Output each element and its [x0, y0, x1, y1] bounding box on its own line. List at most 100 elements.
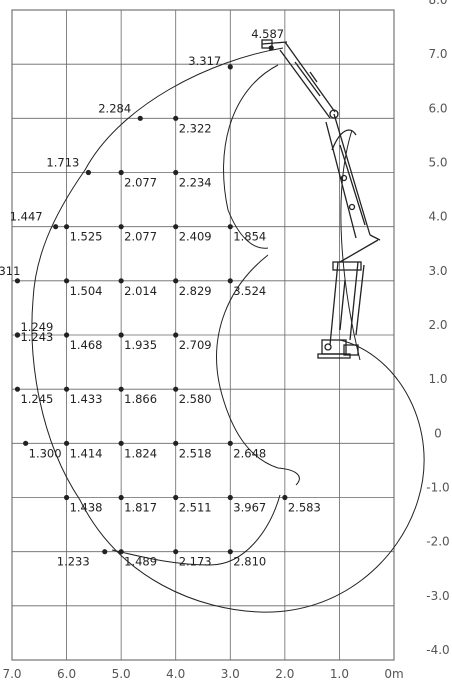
column-inner: [339, 279, 346, 331]
mid-boom-pin: [340, 174, 348, 182]
capacity-point: 3.317: [188, 54, 233, 70]
capacity-marker: [14, 278, 21, 284]
upper-boom-outer: [284, 41, 336, 113]
capacity-point: 2.709: [173, 332, 212, 352]
y-tick-label: 6.0: [428, 101, 447, 115]
capacity-marker: [227, 278, 233, 284]
capacity-point: 1.233: [57, 549, 108, 569]
mid-boom-hose: [331, 129, 357, 151]
x-tick-label: 1.0: [330, 667, 349, 681]
capacity-marker: [63, 332, 70, 338]
y-axis-labels: 8.0 7.0 6.0 5.0 4.0 3.0 2.0 1.0 0 -1.0 -2.0 -3.0 -4.…: [426, 0, 449, 657]
capacity-point: 2.014: [118, 278, 157, 298]
capacity-label: 3.524: [233, 284, 266, 298]
x-tick-label: 5.0: [112, 667, 131, 681]
capacity-marker: [14, 332, 21, 338]
capacity-label: 1.414: [70, 446, 103, 460]
capacity-point: 1.447: [10, 210, 59, 230]
x-tick-label: 6.0: [57, 667, 76, 681]
envelope-inner-curve-right: [340, 129, 361, 361]
capacity-point: 1.935: [118, 332, 157, 352]
capacity-point: 2.511: [173, 494, 212, 515]
envelope-outer-curve: [31, 47, 425, 613]
capacity-marker: [118, 440, 124, 446]
capacity-marker: [118, 169, 124, 176]
y-tick-label: -2.0: [426, 535, 449, 549]
crane-base-housing: [343, 344, 359, 356]
column-top: [369, 234, 381, 241]
capacity-points: 4.587 3.317 2.284 2.322 1.713 2.077 2.234 1.447…: [0, 27, 321, 569]
capacity-point: 1.866: [118, 386, 157, 406]
capacity-marker: [227, 224, 233, 230]
capacity-marker: [173, 115, 179, 121]
capacity-marker: [173, 440, 179, 446]
capacity-marker: [118, 332, 124, 338]
capacity-marker: [173, 332, 179, 338]
mid-boom-outer: [333, 113, 371, 236]
capacity-point: 2.518: [173, 440, 212, 460]
capacity-point: 2.810: [227, 549, 266, 569]
column-bracket: [332, 261, 362, 271]
y-tick-label: 1.0: [428, 372, 447, 386]
x-tick-label: 3.0: [221, 667, 240, 681]
envelope-inner-curve-middle: [216, 254, 300, 486]
capacity-label: 2.284: [98, 101, 131, 115]
capacity-marker: [268, 45, 274, 51]
capacity-point: 2.077: [118, 169, 157, 190]
crane-base-plate: [317, 353, 351, 359]
capacity-label: 2.648: [233, 446, 266, 460]
capacity-point: 1.438: [63, 494, 103, 515]
capacity-label: 1.311: [0, 264, 20, 278]
capacity-label: 1.447: [10, 210, 43, 224]
y-tick-label: 7.0: [428, 47, 447, 61]
capacity-point: 1.525: [63, 224, 103, 244]
capacity-label: 1.817: [124, 501, 157, 515]
x-tick-label: 0m: [384, 667, 403, 681]
capacity-point: 1.468: [63, 332, 103, 352]
capacity-point: 3.967: [227, 494, 266, 515]
capacity-label: 1.249: [20, 320, 53, 334]
capacity-marker: [173, 169, 179, 176]
capacity-label: 1.504: [70, 284, 103, 298]
capacity-point: 1.243: [14, 330, 53, 344]
capacity-label: 1.245: [20, 392, 53, 406]
capacity-point: 1.824: [118, 440, 157, 460]
capacity-marker: [118, 494, 124, 501]
capacity-marker: [118, 224, 124, 230]
capacity-label: 1.935: [124, 338, 157, 352]
upper-boom-bracket: [309, 71, 318, 83]
capacity-label: 3.317: [188, 54, 221, 68]
capacity-marker: [227, 494, 233, 501]
capacity-label: 2.511: [179, 501, 212, 515]
capacity-label: 2.518: [179, 446, 212, 460]
capacity-marker: [118, 386, 124, 392]
y-tick-label: 2.0: [428, 318, 447, 332]
capacity-marker: [282, 494, 288, 501]
capacity-point: 1.433: [63, 386, 103, 406]
capacity-label: 1.468: [70, 338, 103, 352]
capacity-marker: [63, 494, 70, 501]
capacity-marker: [63, 440, 70, 446]
capacity-label: 2.322: [179, 121, 212, 135]
y-tick-label: 3.0: [428, 264, 447, 278]
capacity-point: 2.322: [173, 115, 212, 135]
base-pivot: [324, 343, 332, 351]
y-tick-label: 0: [434, 426, 442, 440]
capacity-label: 1.243: [20, 330, 53, 344]
capacity-label: 1.433: [70, 392, 103, 406]
capacity-point: 2.409: [173, 224, 212, 244]
capacity-marker: [227, 440, 233, 446]
capacity-label: 2.014: [124, 284, 157, 298]
capacity-point: 1.817: [118, 494, 157, 515]
capacity-label: 2.234: [179, 176, 212, 190]
capacity-marker: [173, 386, 179, 392]
capacity-point: 2.648: [227, 440, 266, 460]
capacity-label: 1.233: [57, 555, 90, 569]
capacity-point: 4.587: [251, 27, 284, 51]
x-tick-label: 2.0: [275, 667, 294, 681]
capacity-point: 1.414: [63, 440, 103, 460]
column-cylinder: [355, 264, 365, 336]
x-tick-label: 4.0: [166, 667, 185, 681]
y-tick-label: 4.0: [428, 210, 447, 224]
